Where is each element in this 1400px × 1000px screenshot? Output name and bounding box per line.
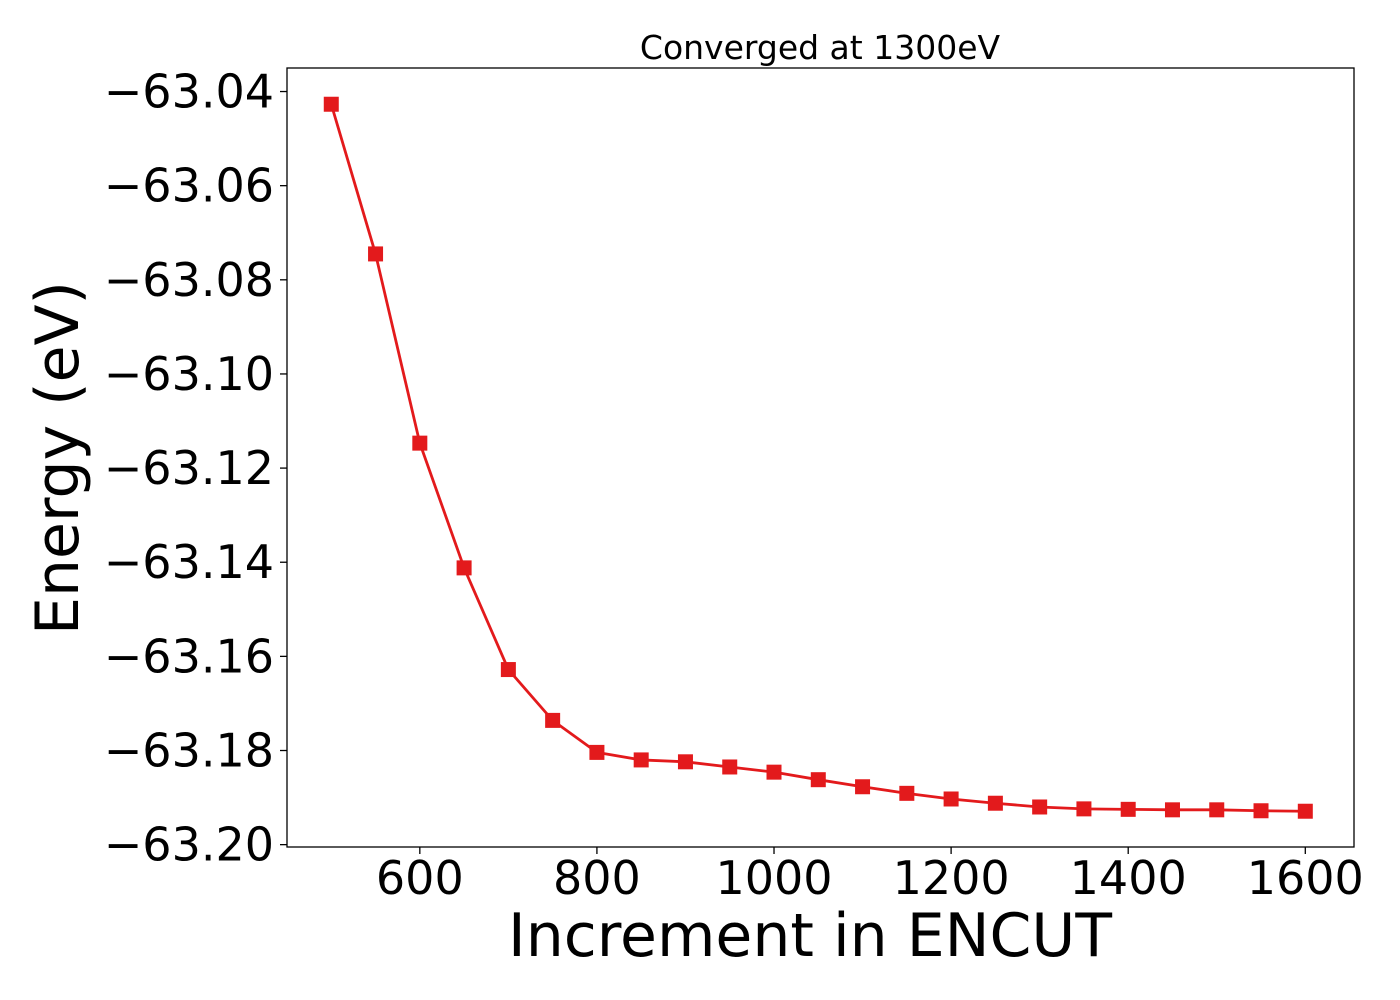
data-point-marker: [899, 785, 915, 801]
data-point-marker: [456, 560, 472, 576]
y-tick-label: −63.20: [104, 818, 274, 872]
data-point-marker: [1076, 801, 1092, 817]
data-point-marker: [1297, 803, 1313, 819]
data-point-marker: [589, 744, 605, 760]
chart-title: Converged at 1300eV: [640, 28, 1001, 67]
y-tick-label: −63.18: [104, 724, 274, 778]
y-tick-label: −63.04: [104, 65, 274, 119]
data-point-marker: [677, 754, 693, 770]
data-point-marker: [987, 795, 1003, 811]
data-point-marker: [545, 712, 561, 728]
data-point-marker: [368, 246, 384, 262]
y-tick-label: −63.14: [104, 535, 274, 589]
y-tick-label: −63.10: [104, 347, 274, 401]
series-line: [329, 103, 1306, 813]
x-tick-label: 1000: [715, 851, 832, 905]
data-point-marker: [1120, 801, 1136, 817]
y-tick-label: −63.16: [104, 629, 274, 683]
x-axis-label: Increment in ENCUT: [508, 901, 1112, 971]
data-point-marker: [722, 759, 738, 775]
x-tick-label: 1600: [1247, 851, 1364, 905]
series-layer: [323, 96, 1313, 819]
x-tick-label: 1200: [893, 851, 1010, 905]
data-point-marker: [1253, 803, 1269, 819]
data-point-marker: [855, 779, 871, 795]
data-point-marker: [500, 662, 516, 678]
data-point-marker: [412, 435, 428, 451]
data-point-marker: [323, 96, 339, 112]
data-point-marker: [1032, 799, 1048, 815]
data-point-marker: [766, 764, 782, 780]
y-tick-label: −63.08: [104, 253, 274, 307]
x-axis-ticks: 600 800 1000 1200 1400 1600: [376, 847, 1364, 905]
y-tick-label: −63.06: [104, 159, 274, 213]
data-point-marker: [1209, 802, 1225, 818]
data-point-marker: [943, 791, 959, 807]
data-point-marker: [810, 772, 826, 788]
y-axis-label: Energy (eV): [23, 281, 93, 635]
x-tick-label: 800: [553, 851, 641, 905]
x-tick-label: 1400: [1070, 851, 1187, 905]
x-tick-label: 600: [376, 851, 464, 905]
plot-frame: [286, 67, 1355, 848]
y-axis-ticks: −63.04 −63.06 −63.08 −63.10 −63.12 −63.14 −63.…: [104, 65, 287, 872]
y-tick-label: −63.12: [104, 441, 274, 495]
data-point-marker: [633, 752, 649, 768]
data-point-marker: [1164, 802, 1180, 818]
